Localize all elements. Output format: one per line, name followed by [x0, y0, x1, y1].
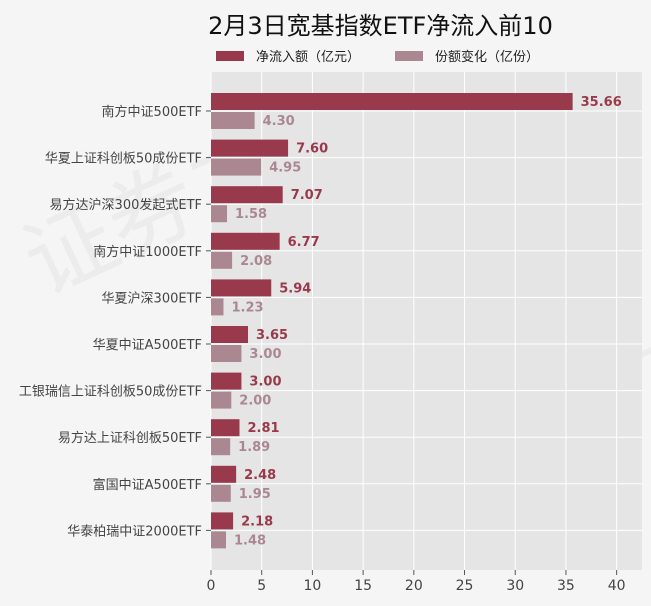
category-label: 南方中证500ETF [102, 104, 202, 120]
share-change-bar [211, 438, 231, 456]
share-change-bar [211, 391, 232, 409]
net-inflow-bar [211, 279, 272, 297]
share-change-bar [211, 112, 255, 129]
data-label: 3.65 [256, 328, 288, 343]
chart-title: 2月3日宽基指数ETF净流入前10 [208, 12, 553, 40]
x-tick-label: 25 [456, 578, 474, 594]
category-label: 华泰柏瑞中证2000ETF [67, 524, 202, 539]
net-inflow-bar [211, 465, 237, 483]
net-inflow-bar [211, 93, 573, 110]
x-tick-label: 40 [608, 578, 626, 594]
data-label: 2.18 [241, 514, 273, 529]
data-label: 2.08 [240, 254, 272, 269]
x-tick-label: 35 [557, 578, 575, 594]
category-label: 易方达沪深300发起式ETF [50, 197, 202, 213]
data-label: 5.94 [279, 281, 311, 296]
data-label: 4.30 [263, 114, 295, 129]
data-label: 6.77 [288, 235, 320, 250]
net-inflow-bar [211, 512, 234, 530]
legend-swatch [395, 51, 423, 61]
category-label: 华夏上证科创板50成份ETF [45, 152, 202, 167]
net-inflow-bar [211, 372, 242, 390]
data-label: 1.48 [234, 533, 266, 548]
share-change-bar [211, 251, 233, 269]
data-label: 1.95 [239, 487, 271, 502]
category-label: 南方中证1000ETF [93, 244, 202, 260]
data-label: 2.00 [239, 394, 271, 409]
x-tick-label: 10 [303, 578, 321, 594]
net-inflow-bar [211, 232, 280, 250]
data-label: 2.81 [247, 421, 279, 436]
net-inflow-bar [211, 326, 249, 343]
x-tick-label: 0 [207, 578, 216, 594]
data-label: 35.66 [581, 95, 622, 110]
data-label: 7.60 [296, 142, 328, 157]
category-label: 工银瑞信上证科创板50成份ETF [19, 385, 202, 400]
x-tick-label: 15 [354, 578, 372, 594]
data-label: 1.58 [235, 207, 267, 222]
share-change-bar [211, 484, 231, 502]
legend-label: 份额变化（亿份） [435, 49, 539, 65]
net-inflow-bar [211, 139, 289, 157]
share-change-bar [211, 205, 228, 223]
data-label: 4.95 [269, 161, 301, 176]
x-tick-label: 30 [506, 578, 524, 594]
data-label: 3.00 [249, 347, 281, 362]
share-change-bar [211, 298, 224, 316]
x-tick-label: 20 [405, 578, 423, 594]
share-change-bar [211, 531, 227, 549]
net-inflow-bar [211, 186, 283, 204]
legend-swatch [216, 51, 244, 61]
share-change-bar [211, 345, 242, 362]
data-label: 2.48 [244, 468, 276, 483]
category-label: 华夏沪深300ETF [102, 290, 202, 306]
data-label: 3.00 [249, 375, 281, 390]
data-label: 7.07 [291, 188, 323, 203]
category-label: 易方达上证科创板50ETF [58, 430, 202, 446]
net-inflow-bar [211, 419, 240, 437]
x-tick-label: 5 [257, 578, 266, 594]
legend-label: 净流入额（亿元） [256, 50, 360, 65]
share-change-bar [211, 158, 262, 176]
category-label: 华夏中证A500ETF [93, 338, 202, 353]
data-label: 1.89 [238, 440, 270, 455]
category-label: 富国中证A500ETF [93, 477, 202, 493]
data-label: 1.23 [231, 300, 263, 315]
